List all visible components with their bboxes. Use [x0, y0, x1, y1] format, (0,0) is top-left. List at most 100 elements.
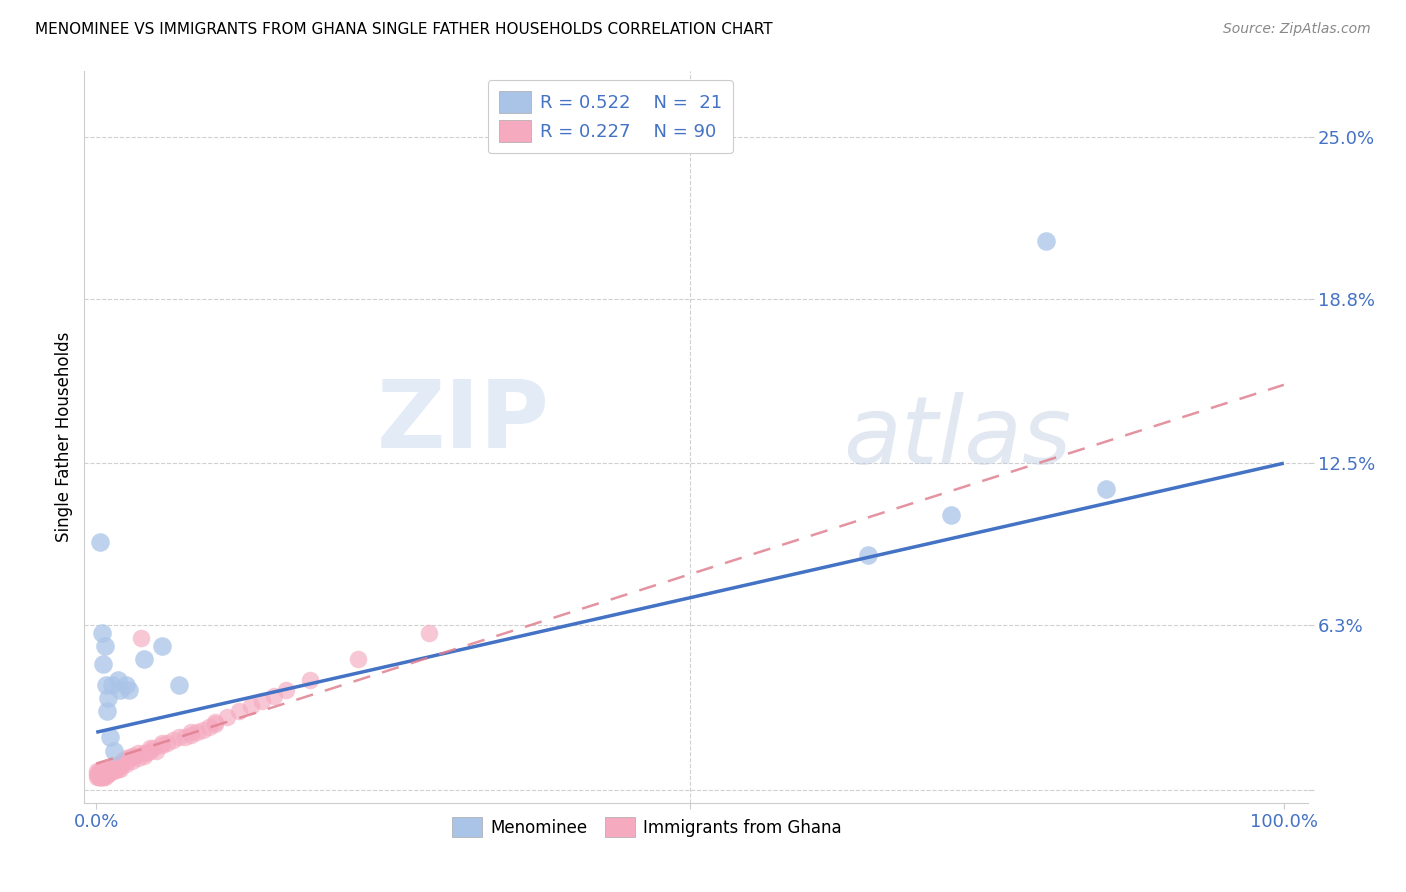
Point — [252, 694, 274, 708]
Point — [108, 762, 131, 776]
Point — [97, 767, 120, 781]
Point — [91, 626, 114, 640]
Point — [115, 751, 138, 765]
Point — [169, 731, 191, 745]
Point — [87, 770, 110, 784]
Legend: Menominee, Immigrants from Ghana: Menominee, Immigrants from Ghana — [444, 809, 849, 846]
Point — [94, 678, 117, 692]
Point — [87, 770, 110, 784]
Point — [191, 723, 214, 737]
Point — [100, 731, 122, 745]
Point — [127, 751, 149, 765]
Point — [93, 767, 115, 781]
Point — [91, 767, 114, 781]
Point — [93, 764, 115, 779]
Point — [115, 754, 138, 768]
Point — [118, 751, 141, 765]
Point — [104, 762, 127, 776]
Point — [150, 639, 173, 653]
Point — [108, 756, 131, 771]
Point — [97, 691, 120, 706]
Point — [91, 770, 114, 784]
Text: Source: ZipAtlas.com: Source: ZipAtlas.com — [1223, 22, 1371, 37]
Point — [97, 767, 120, 781]
Point — [204, 714, 226, 729]
Point — [215, 709, 238, 723]
Point — [121, 754, 143, 768]
Point — [90, 770, 112, 784]
Point — [108, 683, 131, 698]
Point — [418, 626, 440, 640]
Point — [145, 743, 167, 757]
Point — [1094, 483, 1116, 497]
Point — [263, 689, 285, 703]
Point — [96, 705, 118, 719]
Point — [90, 764, 112, 779]
Point — [239, 699, 262, 714]
Point — [127, 746, 149, 760]
Point — [107, 762, 129, 776]
Point — [198, 720, 221, 734]
Point — [108, 759, 131, 773]
Point — [180, 725, 202, 739]
Point — [132, 746, 155, 760]
Point — [89, 534, 111, 549]
Point — [107, 759, 129, 773]
Point — [103, 759, 125, 773]
Point — [115, 678, 138, 692]
Point — [93, 767, 115, 781]
Point — [91, 770, 114, 784]
Point — [89, 770, 111, 784]
Point — [101, 762, 124, 776]
Point — [97, 762, 120, 776]
Point — [105, 759, 128, 773]
Point — [87, 764, 110, 779]
Point — [121, 748, 143, 763]
Point — [86, 770, 108, 784]
Point — [169, 678, 191, 692]
Point — [186, 725, 208, 739]
Point — [138, 740, 160, 755]
Point — [107, 673, 129, 687]
Point — [86, 767, 108, 781]
Point — [96, 767, 118, 781]
Point — [91, 764, 114, 779]
Point — [1035, 234, 1057, 248]
Point — [111, 756, 134, 771]
Point — [856, 548, 879, 562]
Point — [111, 754, 134, 768]
Point — [115, 756, 138, 771]
Point — [89, 770, 111, 784]
Text: MENOMINEE VS IMMIGRANTS FROM GHANA SINGLE FATHER HOUSEHOLDS CORRELATION CHART: MENOMINEE VS IMMIGRANTS FROM GHANA SINGL… — [35, 22, 773, 37]
Text: atlas: atlas — [842, 392, 1071, 483]
Point — [346, 652, 368, 666]
Point — [100, 678, 122, 692]
Point — [150, 739, 173, 753]
Point — [156, 736, 179, 750]
Point — [100, 764, 122, 779]
Point — [103, 764, 125, 779]
Point — [94, 764, 117, 779]
Point — [93, 657, 115, 672]
Point — [104, 759, 127, 773]
Point — [138, 743, 160, 757]
Y-axis label: Single Father Households: Single Father Households — [55, 332, 73, 542]
Point — [86, 764, 108, 779]
Point — [132, 748, 155, 763]
Point — [97, 764, 120, 779]
Point — [100, 764, 122, 779]
Point — [150, 736, 173, 750]
Point — [103, 743, 125, 757]
Text: ZIP: ZIP — [377, 376, 550, 468]
Point — [103, 762, 125, 776]
Point — [132, 652, 155, 666]
Point — [93, 764, 115, 779]
Point — [100, 762, 122, 776]
Point — [89, 767, 111, 781]
Point — [96, 764, 118, 779]
Point — [87, 767, 110, 781]
Point — [93, 770, 115, 784]
Point — [204, 717, 226, 731]
Point — [100, 762, 122, 776]
Point — [180, 728, 202, 742]
